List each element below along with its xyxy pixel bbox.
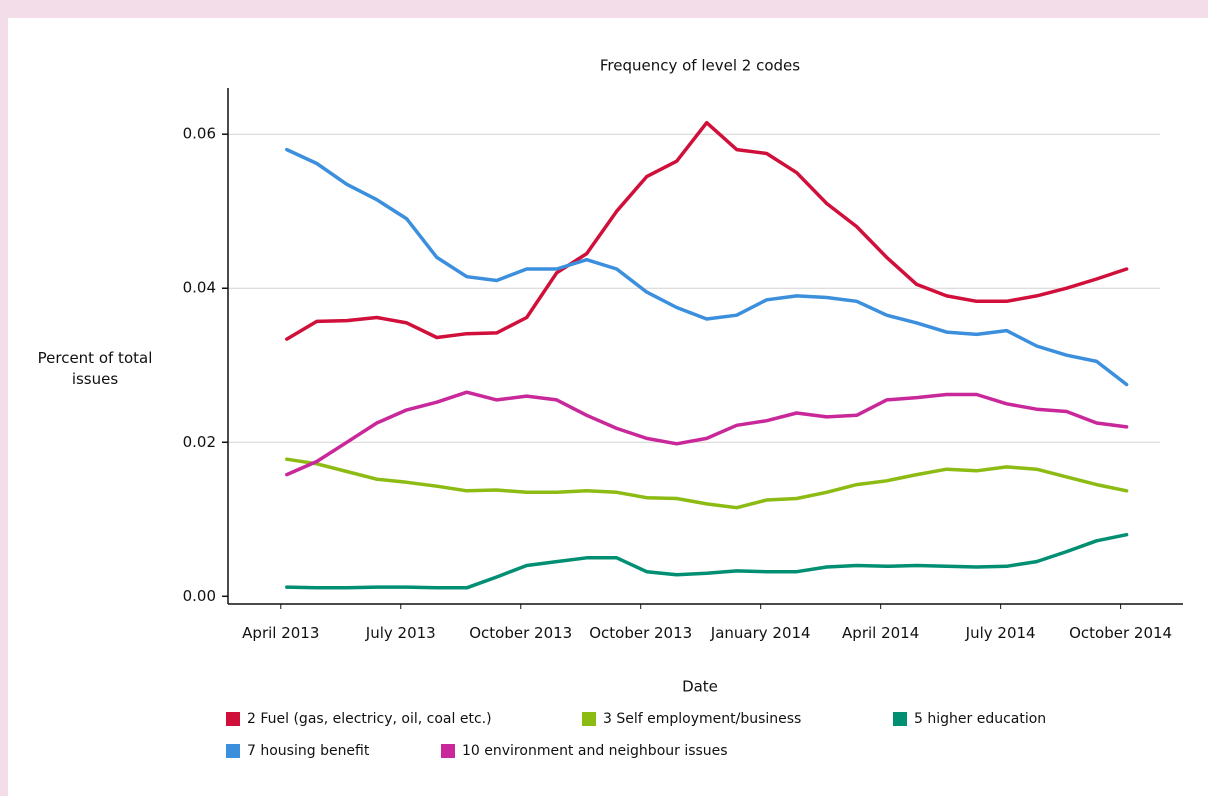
legend-swatch xyxy=(582,712,596,726)
series-line xyxy=(285,457,1129,510)
legend-item: 2 Fuel (gas, electricy, oil, coal etc.) xyxy=(226,711,492,727)
x-axis-label: Date xyxy=(682,678,718,696)
x-tick-label: July 2014 xyxy=(965,624,1036,642)
legend-swatch xyxy=(441,744,455,758)
x-tick-label: October 2013 xyxy=(589,624,693,642)
legend-item: 5 higher education xyxy=(893,711,1046,727)
panel xyxy=(8,18,1208,796)
chart-title: Frequency of level 2 codes xyxy=(600,57,800,75)
legend-label: 7 housing benefit xyxy=(247,743,370,759)
legend-item: 10 environment and neighbour issues xyxy=(441,743,728,759)
y-tick-label: 0.04 xyxy=(183,279,216,297)
series-line xyxy=(285,390,1129,477)
y-axis-label: Percent of total issues xyxy=(37,349,153,388)
series-line xyxy=(285,147,1129,387)
legend-label: 2 Fuel (gas, electricy, oil, coal etc.) xyxy=(247,711,492,727)
x-tick-label: October 2014 xyxy=(1069,624,1173,642)
x-tick-label: April 2014 xyxy=(842,624,920,642)
legend-label: 3 Self employment/business xyxy=(603,711,802,727)
x-tick-label: April 2013 xyxy=(242,624,320,642)
legend-swatch xyxy=(226,712,240,726)
legend-item: 7 housing benefit xyxy=(226,743,369,759)
series-line xyxy=(285,532,1129,590)
y-tick-label: 0.00 xyxy=(183,587,216,605)
legend-label: 5 higher education xyxy=(914,711,1047,727)
legend-label: 10 environment and neighbour issues xyxy=(462,743,728,759)
legend-item: 3 Self employment/business xyxy=(582,711,801,727)
x-tick-label: July 2013 xyxy=(365,624,436,642)
y-tick-label: 0.06 xyxy=(183,125,216,143)
legend-swatch xyxy=(226,744,240,758)
x-tick-label: October 2013 xyxy=(469,624,573,642)
legend-swatch xyxy=(893,712,907,726)
y-tick-label: 0.02 xyxy=(183,433,216,451)
series-line xyxy=(285,120,1129,341)
x-tick-label: January 2014 xyxy=(710,624,811,642)
